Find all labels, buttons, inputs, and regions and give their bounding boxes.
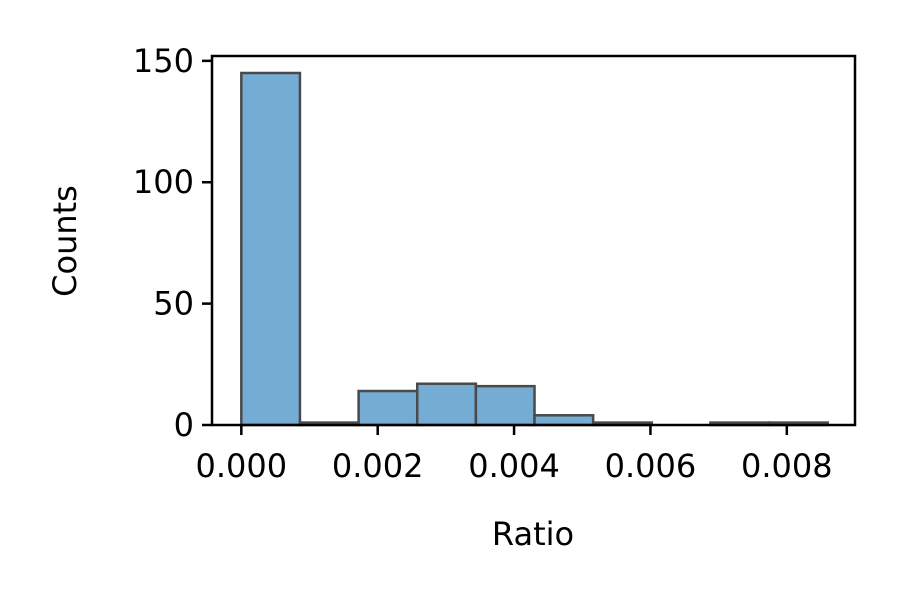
y-tick-label-0: 0 bbox=[174, 406, 194, 444]
x-tick-label-4: 0.008 bbox=[741, 447, 833, 485]
histogram-bar-2 bbox=[357, 389, 419, 427]
y-tick-label-3: 150 bbox=[133, 42, 194, 80]
plot-frame bbox=[210, 54, 857, 427]
x-tick-label-2: 0.004 bbox=[468, 447, 560, 485]
x-tick-label-1: 0.002 bbox=[332, 447, 424, 485]
y-tick-label-1: 50 bbox=[153, 285, 194, 323]
histogram-bar-3 bbox=[415, 382, 478, 427]
x-axis-ticks: 0.000 0.002 0.004 0.006 0.008 bbox=[196, 425, 833, 485]
x-tick-label-0: 0.000 bbox=[196, 447, 288, 485]
histogram-bar-0 bbox=[240, 71, 302, 427]
histogram-bars bbox=[240, 71, 829, 427]
x-tick-label-3: 0.006 bbox=[605, 447, 697, 485]
y-tick-label-2: 100 bbox=[133, 163, 194, 201]
y-axis-label: Counts bbox=[46, 185, 84, 297]
x-axis-label: Ratio bbox=[492, 515, 574, 553]
histogram-bar-4 bbox=[474, 384, 536, 427]
histogram-bar-5 bbox=[533, 414, 595, 427]
y-axis-ticks: 0 50 100 150 bbox=[133, 42, 212, 444]
